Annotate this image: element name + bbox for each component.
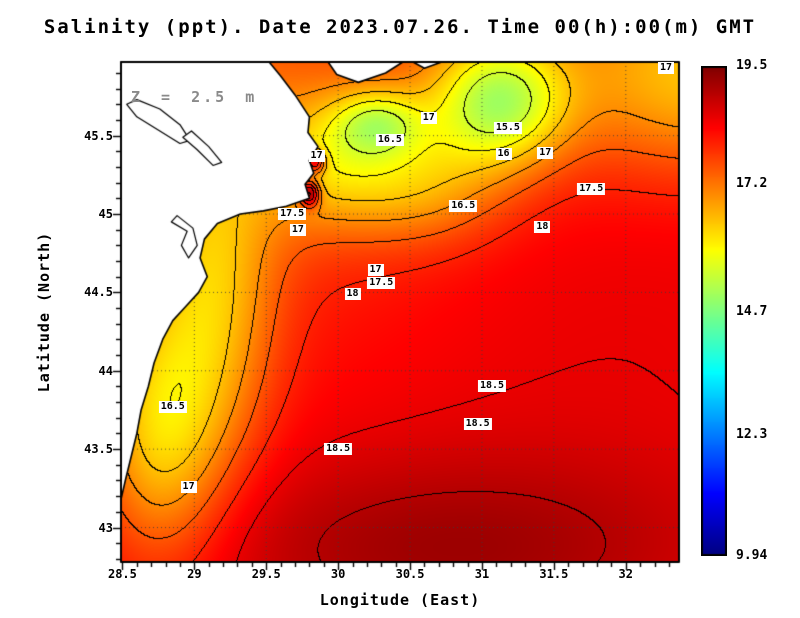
- x-tick-label: 28.5: [107, 567, 137, 581]
- y-tick-label: 43.5: [84, 442, 113, 457]
- x-tick-label: 29: [187, 567, 202, 581]
- colorbar-tick-label: 17.2: [736, 175, 768, 191]
- x-axis-label: Longitude (East): [319, 591, 481, 609]
- x-tick-label: 32: [618, 567, 634, 581]
- y-tick-label: 45.5: [84, 128, 113, 143]
- plot-title: Salinity (ppt). Date 2023.07.26. Time 00…: [43, 16, 757, 38]
- colorbar-tick-label: 9.94: [736, 548, 768, 563]
- y-tick-label: 44: [98, 363, 113, 378]
- x-tick-label: 30.5: [395, 567, 425, 581]
- x-tick-label: 30: [330, 567, 346, 581]
- colorbar-canvas: [701, 66, 727, 556]
- x-tick-label: 31: [474, 567, 490, 581]
- colorbar-tick-label: 19.5: [736, 58, 768, 73]
- y-tick-label: 45: [98, 207, 113, 222]
- y-axis-label: Latitude (North): [35, 231, 53, 393]
- y-tick-label: 44.5: [84, 285, 113, 300]
- colorbar-tick-label: 12.3: [736, 427, 768, 443]
- x-tick-label: 31.5: [539, 567, 569, 581]
- salinity-map-canvas: [109, 50, 691, 574]
- y-tick-label: 43: [98, 520, 113, 535]
- x-tick-label: 29.5: [251, 567, 281, 581]
- colorbar-tick-label: 14.7: [736, 304, 768, 320]
